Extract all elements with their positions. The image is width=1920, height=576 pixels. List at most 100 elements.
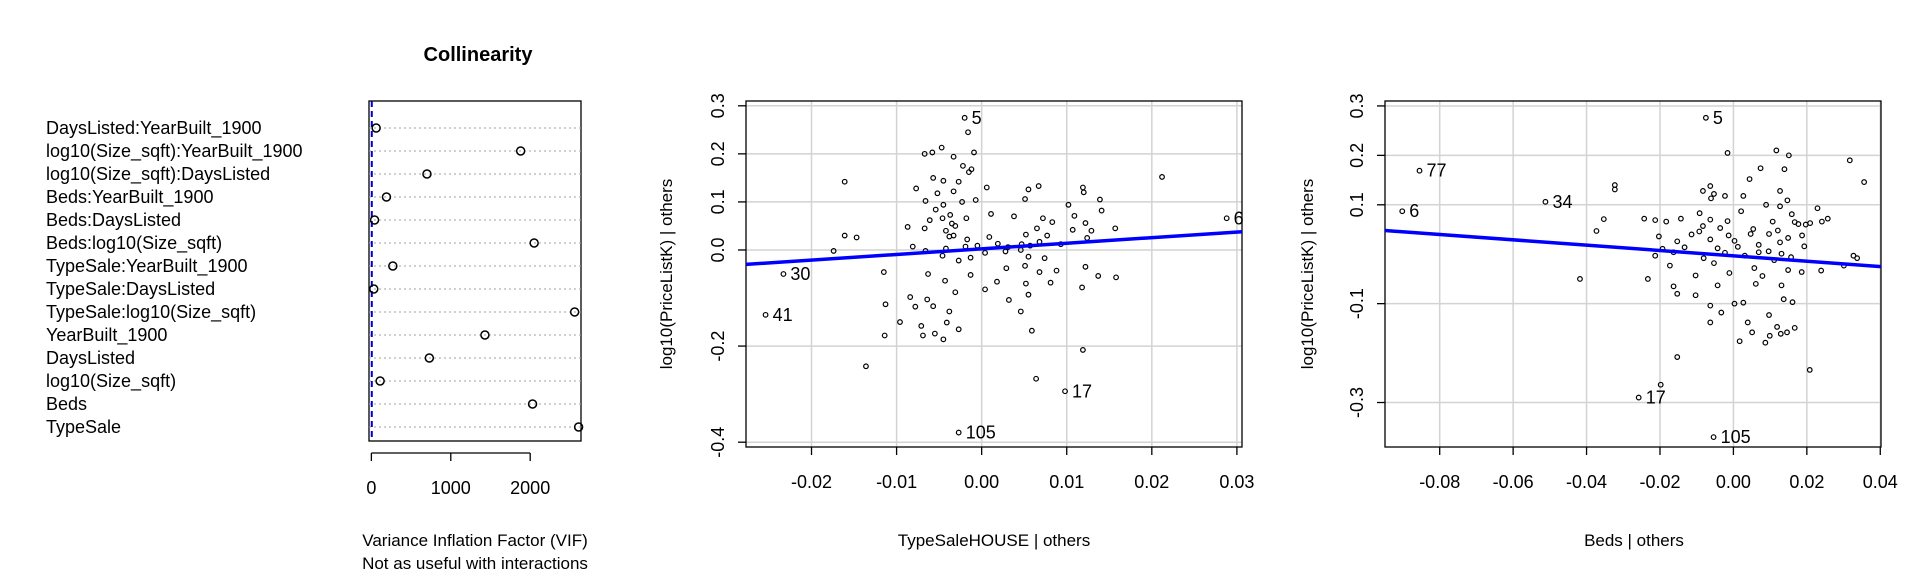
data-point [1600, 216, 1607, 223]
x-tick-label: 0.00 [964, 472, 999, 492]
data-point [1798, 269, 1805, 275]
data-point [920, 332, 926, 339]
data-point [1097, 196, 1103, 203]
data-point [955, 178, 962, 185]
data-point [922, 198, 929, 204]
data-point [929, 149, 936, 156]
data-point [1022, 262, 1028, 269]
data-point [1861, 179, 1868, 185]
data-point [950, 188, 957, 195]
point-label: 41 [773, 305, 793, 325]
point-labels: 5 6 30 41 17 105 [762, 108, 1244, 443]
data-point [924, 296, 931, 303]
x-tick-label: -0.04 [1566, 472, 1607, 492]
data-point [1777, 239, 1783, 246]
data-point [1747, 231, 1754, 237]
data-point [1678, 215, 1684, 222]
data-point [1112, 225, 1119, 232]
x-tick-label: 0.00 [1716, 472, 1751, 492]
labeled-data-point [1416, 167, 1423, 174]
data-point [1159, 174, 1165, 180]
x-tick-label: -0.08 [1419, 472, 1460, 492]
data-point [1674, 290, 1681, 297]
data-point [1003, 265, 1010, 272]
data-point [1784, 197, 1791, 204]
data-point [1692, 292, 1699, 299]
data-point [1734, 243, 1741, 250]
category-label: Beds:YearBuilt_1900 [46, 187, 213, 208]
data-point [1738, 208, 1745, 215]
category-label: TypeSale:YearBuilt_1900 [46, 256, 248, 277]
labeled-data-point [1635, 394, 1642, 401]
dot-guides [369, 101, 581, 441]
plot-frame [745, 100, 1243, 448]
data-point [1785, 235, 1792, 241]
x-tick-label: -0.01 [876, 472, 917, 492]
data-point [966, 169, 972, 176]
data-point [1777, 188, 1783, 194]
data-point [1080, 184, 1086, 191]
vif-point [375, 376, 385, 386]
data-point [994, 240, 1001, 247]
data-point [946, 308, 953, 315]
data-point [1707, 183, 1714, 189]
data-point [1688, 231, 1695, 238]
x-axis-label: Beds | others [1584, 531, 1684, 550]
data-point [1708, 195, 1714, 202]
data-point [983, 184, 990, 191]
y-tick-label: 0.1 [1347, 192, 1367, 217]
category-label: TypeSale:DaysListed [46, 279, 215, 299]
data-point [930, 174, 937, 181]
data-point [931, 330, 938, 337]
x-tick-label: 0.03 [1219, 472, 1254, 492]
vif-point [529, 238, 539, 248]
data-point [1082, 220, 1089, 226]
y-axis-label: log10(PriceListK) | others [1298, 179, 1317, 370]
data-point [1801, 243, 1808, 250]
x-axis: 0 1000 2000 [366, 452, 550, 498]
data-point [1005, 297, 1012, 303]
data-point [982, 249, 988, 256]
labeled-data-point [762, 311, 769, 318]
data-point [960, 162, 966, 169]
vif-point [573, 422, 584, 432]
vif-point [527, 399, 538, 409]
data-point [1725, 232, 1732, 239]
data-point [1644, 276, 1651, 282]
data-point [938, 144, 945, 151]
regression-line [745, 229, 1243, 267]
data-point [1744, 319, 1751, 326]
category-labels: DaysListed:YearBuilt_1900log10(Size_sqft… [46, 118, 303, 437]
y-axis-label: log10(PriceListK) | others [657, 179, 676, 370]
data-point [965, 129, 971, 136]
data-point [1034, 225, 1040, 232]
data-point [1022, 196, 1028, 202]
data-point [1696, 228, 1703, 235]
data-point [1717, 225, 1724, 231]
data-point [1807, 220, 1814, 226]
data-point [1777, 203, 1783, 210]
grid [746, 101, 1242, 447]
vif-points [369, 123, 584, 432]
x-tick-label: 0.02 [1789, 472, 1824, 492]
data-point [1766, 332, 1773, 339]
data-point [913, 185, 920, 192]
category-label: DaysListed:YearBuilt_1900 [46, 118, 261, 139]
data-point [1666, 262, 1673, 269]
plot-frame [368, 100, 582, 442]
data-point [1040, 215, 1046, 222]
data-point [1785, 267, 1792, 273]
data-point [853, 234, 860, 241]
data-point [1035, 183, 1042, 189]
y-tick-label: 0.2 [1347, 143, 1367, 168]
y-tick-label: 0.3 [1347, 93, 1367, 118]
data-point [1700, 188, 1706, 194]
point-label: 34 [1552, 192, 1572, 212]
data-point [904, 224, 911, 230]
y-tick-label: 0.2 [708, 141, 728, 166]
data-point [963, 215, 970, 222]
x-tick-label: 0 [366, 478, 376, 498]
data-point [1777, 330, 1784, 337]
data-point [1731, 237, 1738, 244]
